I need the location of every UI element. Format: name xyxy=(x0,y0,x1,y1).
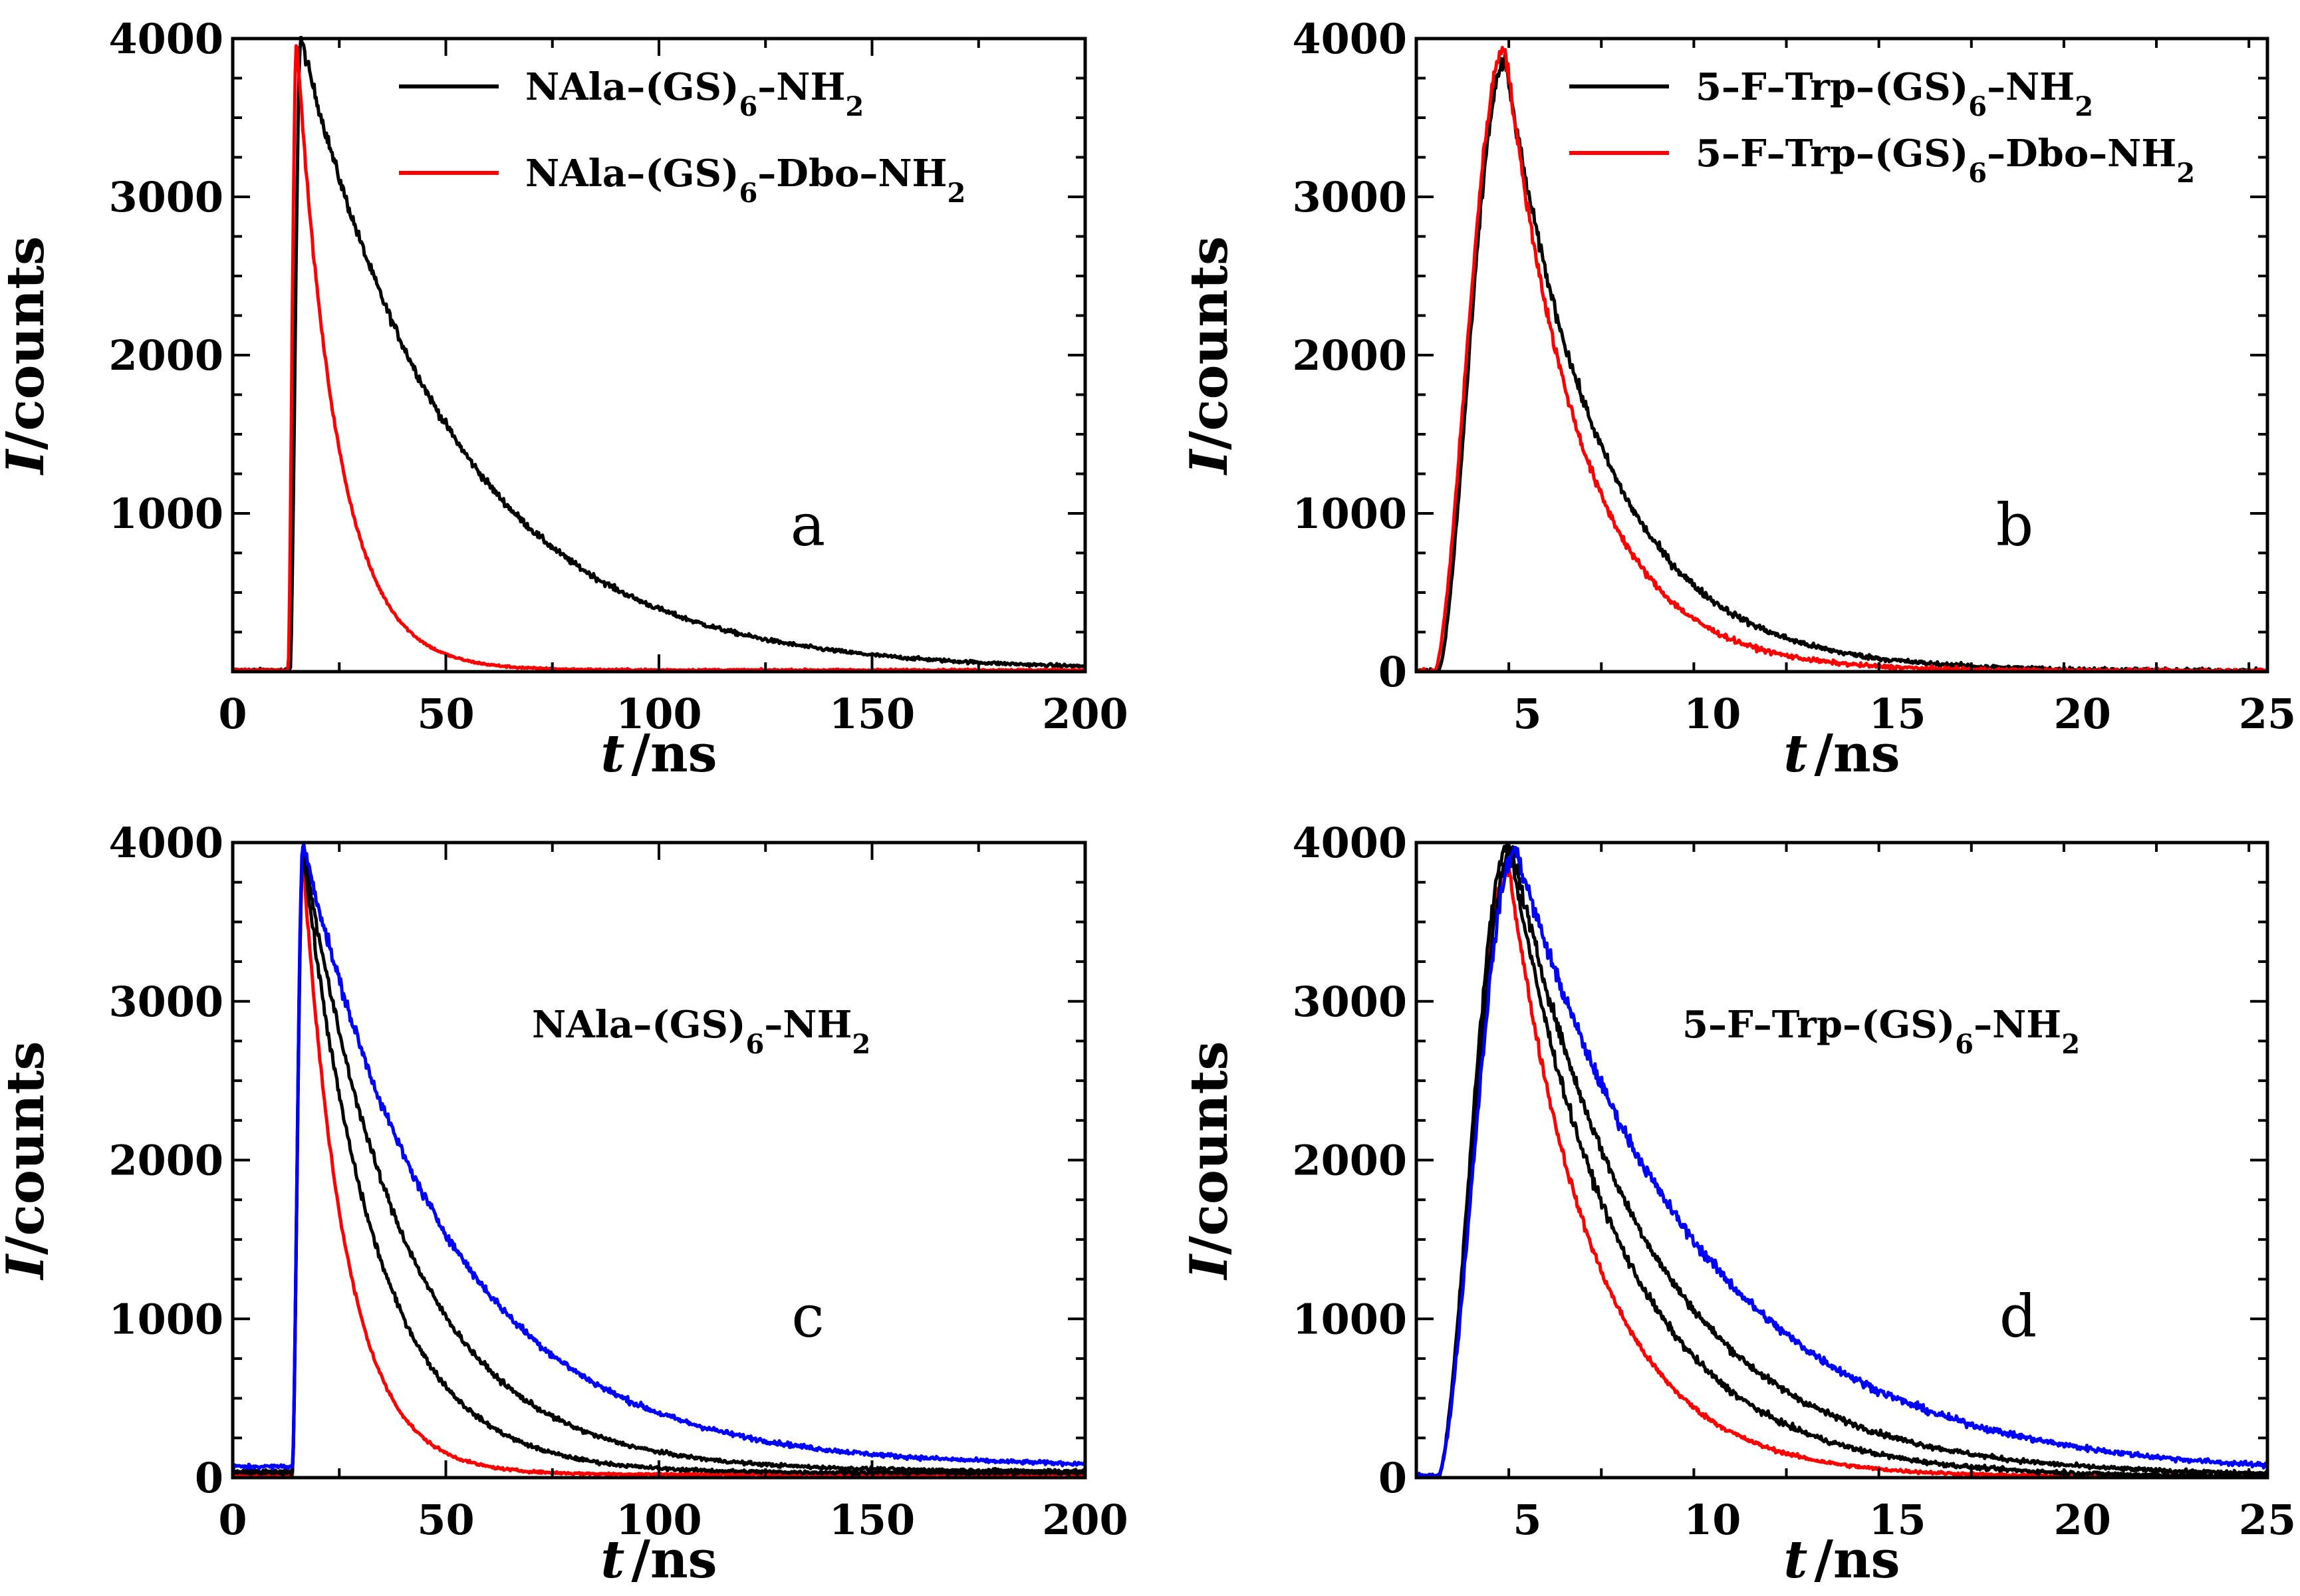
y-tick-label: 1000 xyxy=(1292,1295,1407,1343)
series-line-1 xyxy=(1416,863,2267,1478)
y-tick-label: 3000 xyxy=(108,173,223,221)
series-group xyxy=(1416,842,2267,1478)
x-tick-label: 15 xyxy=(1868,1496,1926,1544)
y-tick-label: 3000 xyxy=(108,978,223,1026)
plot-frame xyxy=(231,37,1087,674)
panel-letter: c xyxy=(791,1282,824,1351)
series-annotation: NAla–(GS)6–NH2 xyxy=(532,1003,870,1060)
panel-a: 0 50 100 150 200 1000 2000 3000 4000 t/ns I/counts… xyxy=(0,15,1128,784)
y-axis-title: I/counts xyxy=(0,1041,56,1281)
y-tick-label: 4000 xyxy=(1292,15,1407,63)
x-axis-title: t/ns xyxy=(1783,724,1900,784)
x-tick-label: 150 xyxy=(829,690,915,738)
panel-letter: b xyxy=(1996,491,2033,559)
series-line-2 xyxy=(233,849,1085,1477)
x-axis-title: t/ns xyxy=(600,1530,717,1590)
y-tick-label: 2000 xyxy=(108,1136,223,1185)
x-tick-label: 150 xyxy=(829,1496,915,1544)
y-tick-label: 3000 xyxy=(1292,978,1407,1026)
x-tick-label: 20 xyxy=(2054,1496,2111,1544)
x-tick-label: 15 xyxy=(1868,690,1926,738)
x-tick-label: 25 xyxy=(2239,1496,2296,1544)
y-tick-label: 3000 xyxy=(1292,173,1407,221)
y-tick-label: 2000 xyxy=(1292,1136,1407,1185)
series-line-4 xyxy=(1416,845,2267,1478)
panel-letter: a xyxy=(791,491,825,559)
series-line-2 xyxy=(233,44,1085,672)
y-axis-title: I/counts xyxy=(0,236,56,475)
y-tick-label: 4000 xyxy=(108,15,223,63)
y-axis-title: I/counts xyxy=(1179,236,1239,475)
x-tick-label: 0 xyxy=(218,1496,247,1544)
panel-d: 5 10 15 20 25 0 1000 2000 3000 4000 t/ns I/counts 5–… xyxy=(1179,819,2296,1590)
series-line-1 xyxy=(1416,52,2267,672)
legend-label-1: NAla–(GS)6–NH2 xyxy=(525,65,864,122)
plot-frame xyxy=(231,841,1087,1480)
series-group xyxy=(233,842,1085,1478)
y-tick-label: 1000 xyxy=(108,1295,223,1343)
x-tick-label: 5 xyxy=(1513,1496,1541,1544)
y-tick-label: 0 xyxy=(1378,1454,1407,1502)
y-tick-label: 0 xyxy=(195,1454,223,1502)
x-axis-title: t/ns xyxy=(600,724,717,784)
x-tick-label: 10 xyxy=(1684,1496,1741,1544)
x-tick-label: 50 xyxy=(417,690,474,738)
y-tick-label: 1000 xyxy=(1292,489,1407,538)
series-line-1 xyxy=(233,852,1085,1478)
panel-c: 0 50 100 150 20001000200030004000t/nsI/count… xyxy=(0,819,1128,1590)
series-line-3 xyxy=(1416,845,2267,1478)
series-line-1 xyxy=(233,36,1085,672)
x-tick-label: 200 xyxy=(1042,690,1128,738)
series-line-2 xyxy=(1416,842,2267,1478)
legend-label-1: 5–F–Trp–(GS)6–NH2 xyxy=(1696,65,2093,122)
x-axis-title: t/ns xyxy=(1783,1530,1900,1590)
x-tick-label: 100 xyxy=(616,1496,702,1544)
y-tick-label: 0 xyxy=(1378,648,1407,696)
series-line-3 xyxy=(233,845,1085,1474)
y-tick-label: 1000 xyxy=(108,489,223,538)
series-annotation: 5–F–Trp–(GS)6–NH2 xyxy=(1682,1003,2080,1060)
x-tick-label: 0 xyxy=(218,690,247,738)
legend-label-2: 5–F–Trp–(GS)6–Dbo–NH2 xyxy=(1696,132,2195,189)
y-tick-label: 2000 xyxy=(1292,331,1407,380)
series-group xyxy=(233,36,1085,672)
x-tick-label: 50 xyxy=(417,1496,474,1544)
x-tick-label: 10 xyxy=(1684,690,1741,738)
panel-b: 5 10 15 20 25 0 1000 2000 3000 4000 t/ns I/counts 5–… xyxy=(1179,15,2296,784)
legend-label-2: NAla–(GS)6–Dbo–NH2 xyxy=(525,152,965,209)
x-tick-label: 5 xyxy=(1513,690,1541,738)
y-axis-title: I/counts xyxy=(1179,1041,1239,1281)
panel-letter: d xyxy=(1999,1282,2037,1351)
y-tick-label: 4000 xyxy=(1292,819,1407,867)
series-line-4 xyxy=(233,842,1085,1471)
x-tick-label: 100 xyxy=(616,690,702,738)
y-tick-label: 2000 xyxy=(108,331,223,380)
y-tick-label: 4000 xyxy=(108,819,223,867)
x-tick-label: 200 xyxy=(1042,1496,1128,1544)
x-tick-label: 25 xyxy=(2239,690,2296,738)
x-tick-label: 20 xyxy=(2054,690,2111,738)
